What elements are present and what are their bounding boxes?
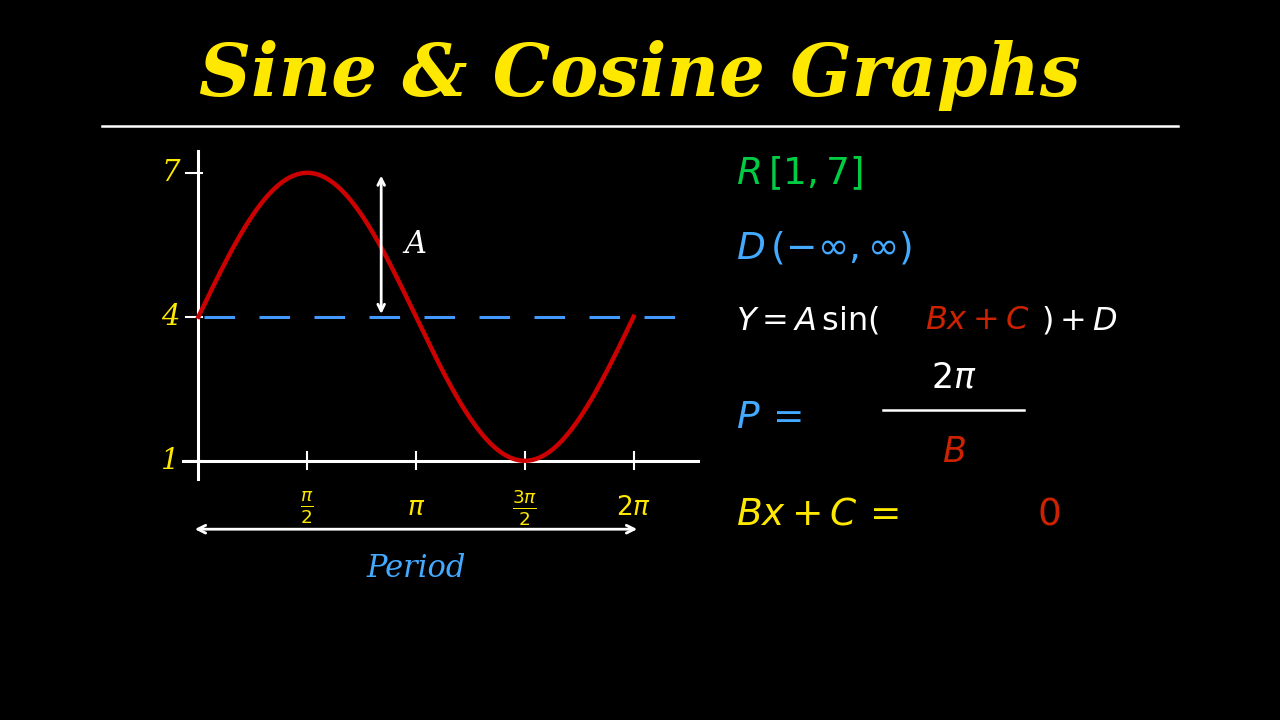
Text: $Y=A\,\mathrm{sin}($: $Y=A\,\mathrm{sin}($ — [736, 305, 879, 336]
Text: 7: 7 — [161, 159, 179, 186]
Text: $0$: $0$ — [1037, 497, 1060, 533]
Text: $\frac{3\pi}{2}$: $\frac{3\pi}{2}$ — [512, 487, 538, 528]
Text: $)+D$: $)+D$ — [1041, 305, 1117, 336]
Text: A: A — [404, 229, 426, 261]
Text: $2\pi$: $2\pi$ — [616, 495, 652, 520]
Text: $2\pi$: $2\pi$ — [931, 361, 977, 395]
Text: 4: 4 — [161, 303, 179, 330]
Text: Sine & Cosine Graphs: Sine & Cosine Graphs — [200, 40, 1080, 111]
Text: $P\,=$: $P\,=$ — [736, 400, 801, 436]
Text: 1: 1 — [161, 447, 179, 474]
Text: $Bx+C\,=$: $Bx+C\,=$ — [736, 497, 899, 533]
Text: Period: Period — [366, 553, 466, 585]
Text: $Bx+C$: $Bx+C$ — [925, 305, 1030, 336]
Text: $R\,[1,7]$: $R\,[1,7]$ — [736, 154, 863, 192]
Text: $\frac{\pi}{2}$: $\frac{\pi}{2}$ — [301, 489, 314, 526]
Text: $\pi$: $\pi$ — [407, 495, 425, 520]
Text: $B$: $B$ — [942, 435, 965, 469]
Text: $D\,(-\infty,\infty)$: $D\,(-\infty,\infty)$ — [736, 230, 913, 267]
